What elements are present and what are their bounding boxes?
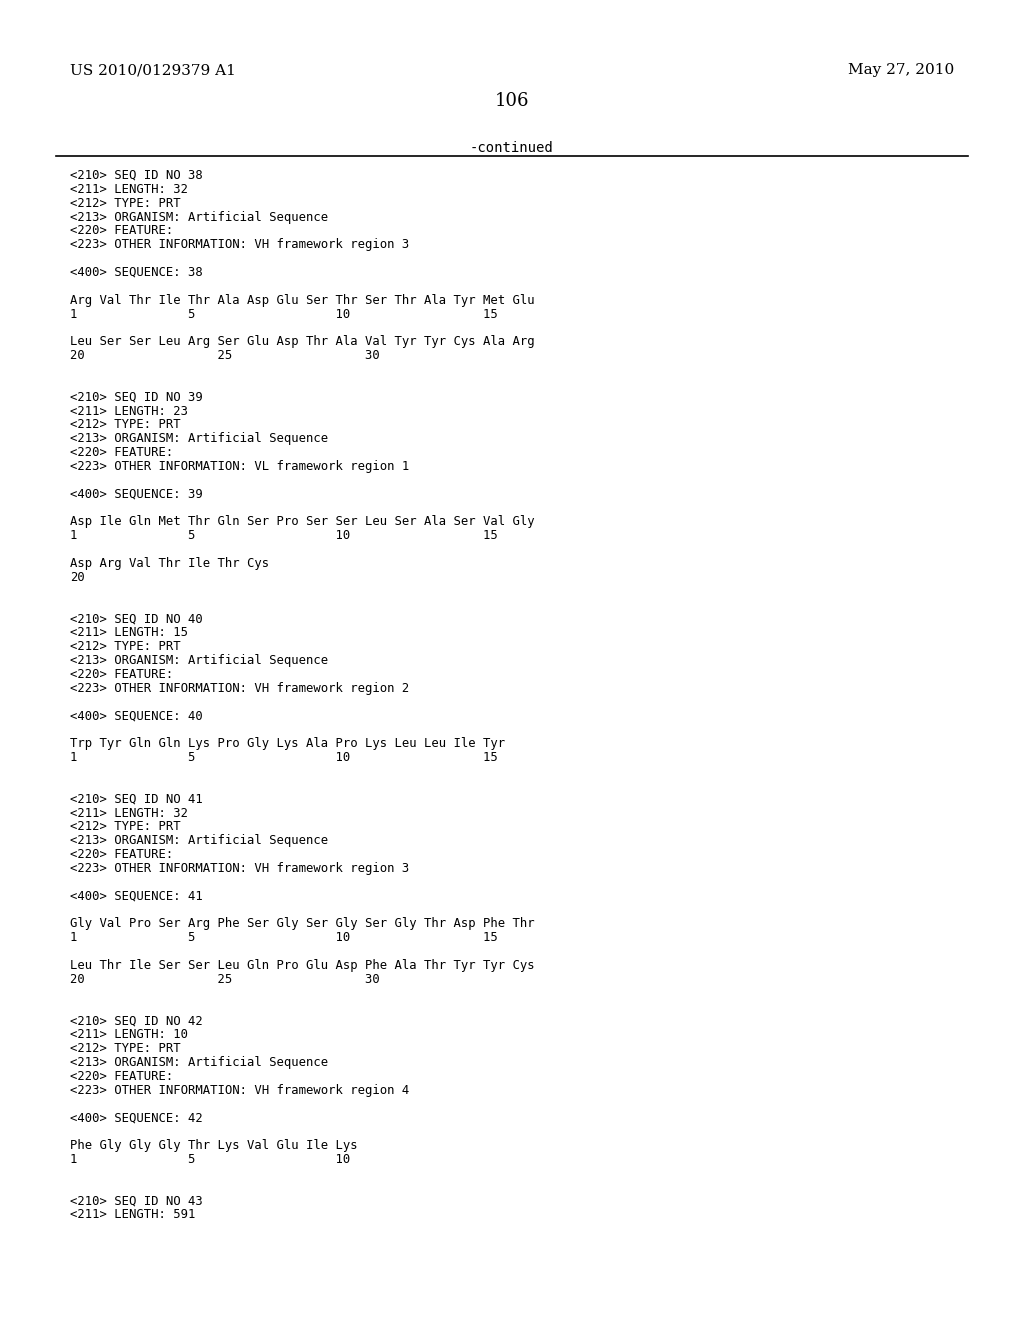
Text: Phe Gly Gly Gly Thr Lys Val Glu Ile Lys: Phe Gly Gly Gly Thr Lys Val Glu Ile Lys xyxy=(70,1139,357,1152)
Text: <210> SEQ ID NO 38: <210> SEQ ID NO 38 xyxy=(70,169,203,182)
Text: <223> OTHER INFORMATION: VH framework region 3: <223> OTHER INFORMATION: VH framework re… xyxy=(70,238,409,251)
Text: <223> OTHER INFORMATION: VH framework region 2: <223> OTHER INFORMATION: VH framework re… xyxy=(70,681,409,694)
Text: <211> LENGTH: 10: <211> LENGTH: 10 xyxy=(70,1028,187,1041)
Text: <213> ORGANISM: Artificial Sequence: <213> ORGANISM: Artificial Sequence xyxy=(70,433,328,445)
Text: <220> FEATURE:: <220> FEATURE: xyxy=(70,224,173,238)
Text: Gly Val Pro Ser Arg Phe Ser Gly Ser Gly Ser Gly Thr Asp Phe Thr: Gly Val Pro Ser Arg Phe Ser Gly Ser Gly … xyxy=(70,917,535,931)
Text: <400> SEQUENCE: 40: <400> SEQUENCE: 40 xyxy=(70,710,203,722)
Text: Trp Tyr Gln Gln Lys Pro Gly Lys Ala Pro Lys Leu Leu Ile Tyr: Trp Tyr Gln Gln Lys Pro Gly Lys Ala Pro … xyxy=(70,737,505,750)
Text: <212> TYPE: PRT: <212> TYPE: PRT xyxy=(70,197,180,210)
Text: <400> SEQUENCE: 38: <400> SEQUENCE: 38 xyxy=(70,267,203,279)
Text: <212> TYPE: PRT: <212> TYPE: PRT xyxy=(70,821,180,833)
Text: <223> OTHER INFORMATION: VH framework region 3: <223> OTHER INFORMATION: VH framework re… xyxy=(70,862,409,875)
Text: 1               5                   10                  15: 1 5 10 15 xyxy=(70,932,498,944)
Text: 1               5                   10: 1 5 10 xyxy=(70,1154,350,1166)
Text: <213> ORGANISM: Artificial Sequence: <213> ORGANISM: Artificial Sequence xyxy=(70,1056,328,1069)
Text: <220> FEATURE:: <220> FEATURE: xyxy=(70,668,173,681)
Text: 1               5                   10                  15: 1 5 10 15 xyxy=(70,751,498,764)
Text: <212> TYPE: PRT: <212> TYPE: PRT xyxy=(70,1043,180,1055)
Text: <223> OTHER INFORMATION: VL framework region 1: <223> OTHER INFORMATION: VL framework re… xyxy=(70,461,409,473)
Text: 20                  25                  30: 20 25 30 xyxy=(70,973,379,986)
Text: 20                  25                  30: 20 25 30 xyxy=(70,348,379,362)
Text: <213> ORGANISM: Artificial Sequence: <213> ORGANISM: Artificial Sequence xyxy=(70,834,328,847)
Text: <220> FEATURE:: <220> FEATURE: xyxy=(70,849,173,861)
Text: <213> ORGANISM: Artificial Sequence: <213> ORGANISM: Artificial Sequence xyxy=(70,210,328,223)
Text: <210> SEQ ID NO 39: <210> SEQ ID NO 39 xyxy=(70,391,203,404)
Text: <400> SEQUENCE: 42: <400> SEQUENCE: 42 xyxy=(70,1111,203,1125)
Text: <211> LENGTH: 591: <211> LENGTH: 591 xyxy=(70,1209,195,1221)
Text: <211> LENGTH: 23: <211> LENGTH: 23 xyxy=(70,404,187,417)
Text: <223> OTHER INFORMATION: VH framework region 4: <223> OTHER INFORMATION: VH framework re… xyxy=(70,1084,409,1097)
Text: <210> SEQ ID NO 40: <210> SEQ ID NO 40 xyxy=(70,612,203,626)
Text: <211> LENGTH: 32: <211> LENGTH: 32 xyxy=(70,807,187,820)
Text: 1               5                   10                  15: 1 5 10 15 xyxy=(70,308,498,321)
Text: 106: 106 xyxy=(495,92,529,111)
Text: <212> TYPE: PRT: <212> TYPE: PRT xyxy=(70,418,180,432)
Text: <220> FEATURE:: <220> FEATURE: xyxy=(70,446,173,459)
Text: Asp Arg Val Thr Ile Thr Cys: Asp Arg Val Thr Ile Thr Cys xyxy=(70,557,268,570)
Text: <213> ORGANISM: Artificial Sequence: <213> ORGANISM: Artificial Sequence xyxy=(70,655,328,667)
Text: Leu Ser Ser Leu Arg Ser Glu Asp Thr Ala Val Tyr Tyr Cys Ala Arg: Leu Ser Ser Leu Arg Ser Glu Asp Thr Ala … xyxy=(70,335,535,348)
Text: <400> SEQUENCE: 39: <400> SEQUENCE: 39 xyxy=(70,488,203,500)
Text: 1               5                   10                  15: 1 5 10 15 xyxy=(70,529,498,543)
Text: <211> LENGTH: 15: <211> LENGTH: 15 xyxy=(70,627,187,639)
Text: Asp Ile Gln Met Thr Gln Ser Pro Ser Ser Leu Ser Ala Ser Val Gly: Asp Ile Gln Met Thr Gln Ser Pro Ser Ser … xyxy=(70,516,535,528)
Text: <220> FEATURE:: <220> FEATURE: xyxy=(70,1069,173,1082)
Text: <400> SEQUENCE: 41: <400> SEQUENCE: 41 xyxy=(70,890,203,903)
Text: -continued: -continued xyxy=(470,141,554,156)
Text: <210> SEQ ID NO 41: <210> SEQ ID NO 41 xyxy=(70,792,203,805)
Text: 20: 20 xyxy=(70,570,84,583)
Text: <212> TYPE: PRT: <212> TYPE: PRT xyxy=(70,640,180,653)
Text: US 2010/0129379 A1: US 2010/0129379 A1 xyxy=(70,63,236,78)
Text: <210> SEQ ID NO 43: <210> SEQ ID NO 43 xyxy=(70,1195,203,1208)
Text: Leu Thr Ile Ser Ser Leu Gln Pro Glu Asp Phe Ala Thr Tyr Tyr Cys: Leu Thr Ile Ser Ser Leu Gln Pro Glu Asp … xyxy=(70,958,535,972)
Text: <211> LENGTH: 32: <211> LENGTH: 32 xyxy=(70,182,187,195)
Text: <210> SEQ ID NO 42: <210> SEQ ID NO 42 xyxy=(70,1015,203,1027)
Text: May 27, 2010: May 27, 2010 xyxy=(848,63,954,78)
Text: Arg Val Thr Ile Thr Ala Asp Glu Ser Thr Ser Thr Ala Tyr Met Glu: Arg Val Thr Ile Thr Ala Asp Glu Ser Thr … xyxy=(70,294,535,306)
